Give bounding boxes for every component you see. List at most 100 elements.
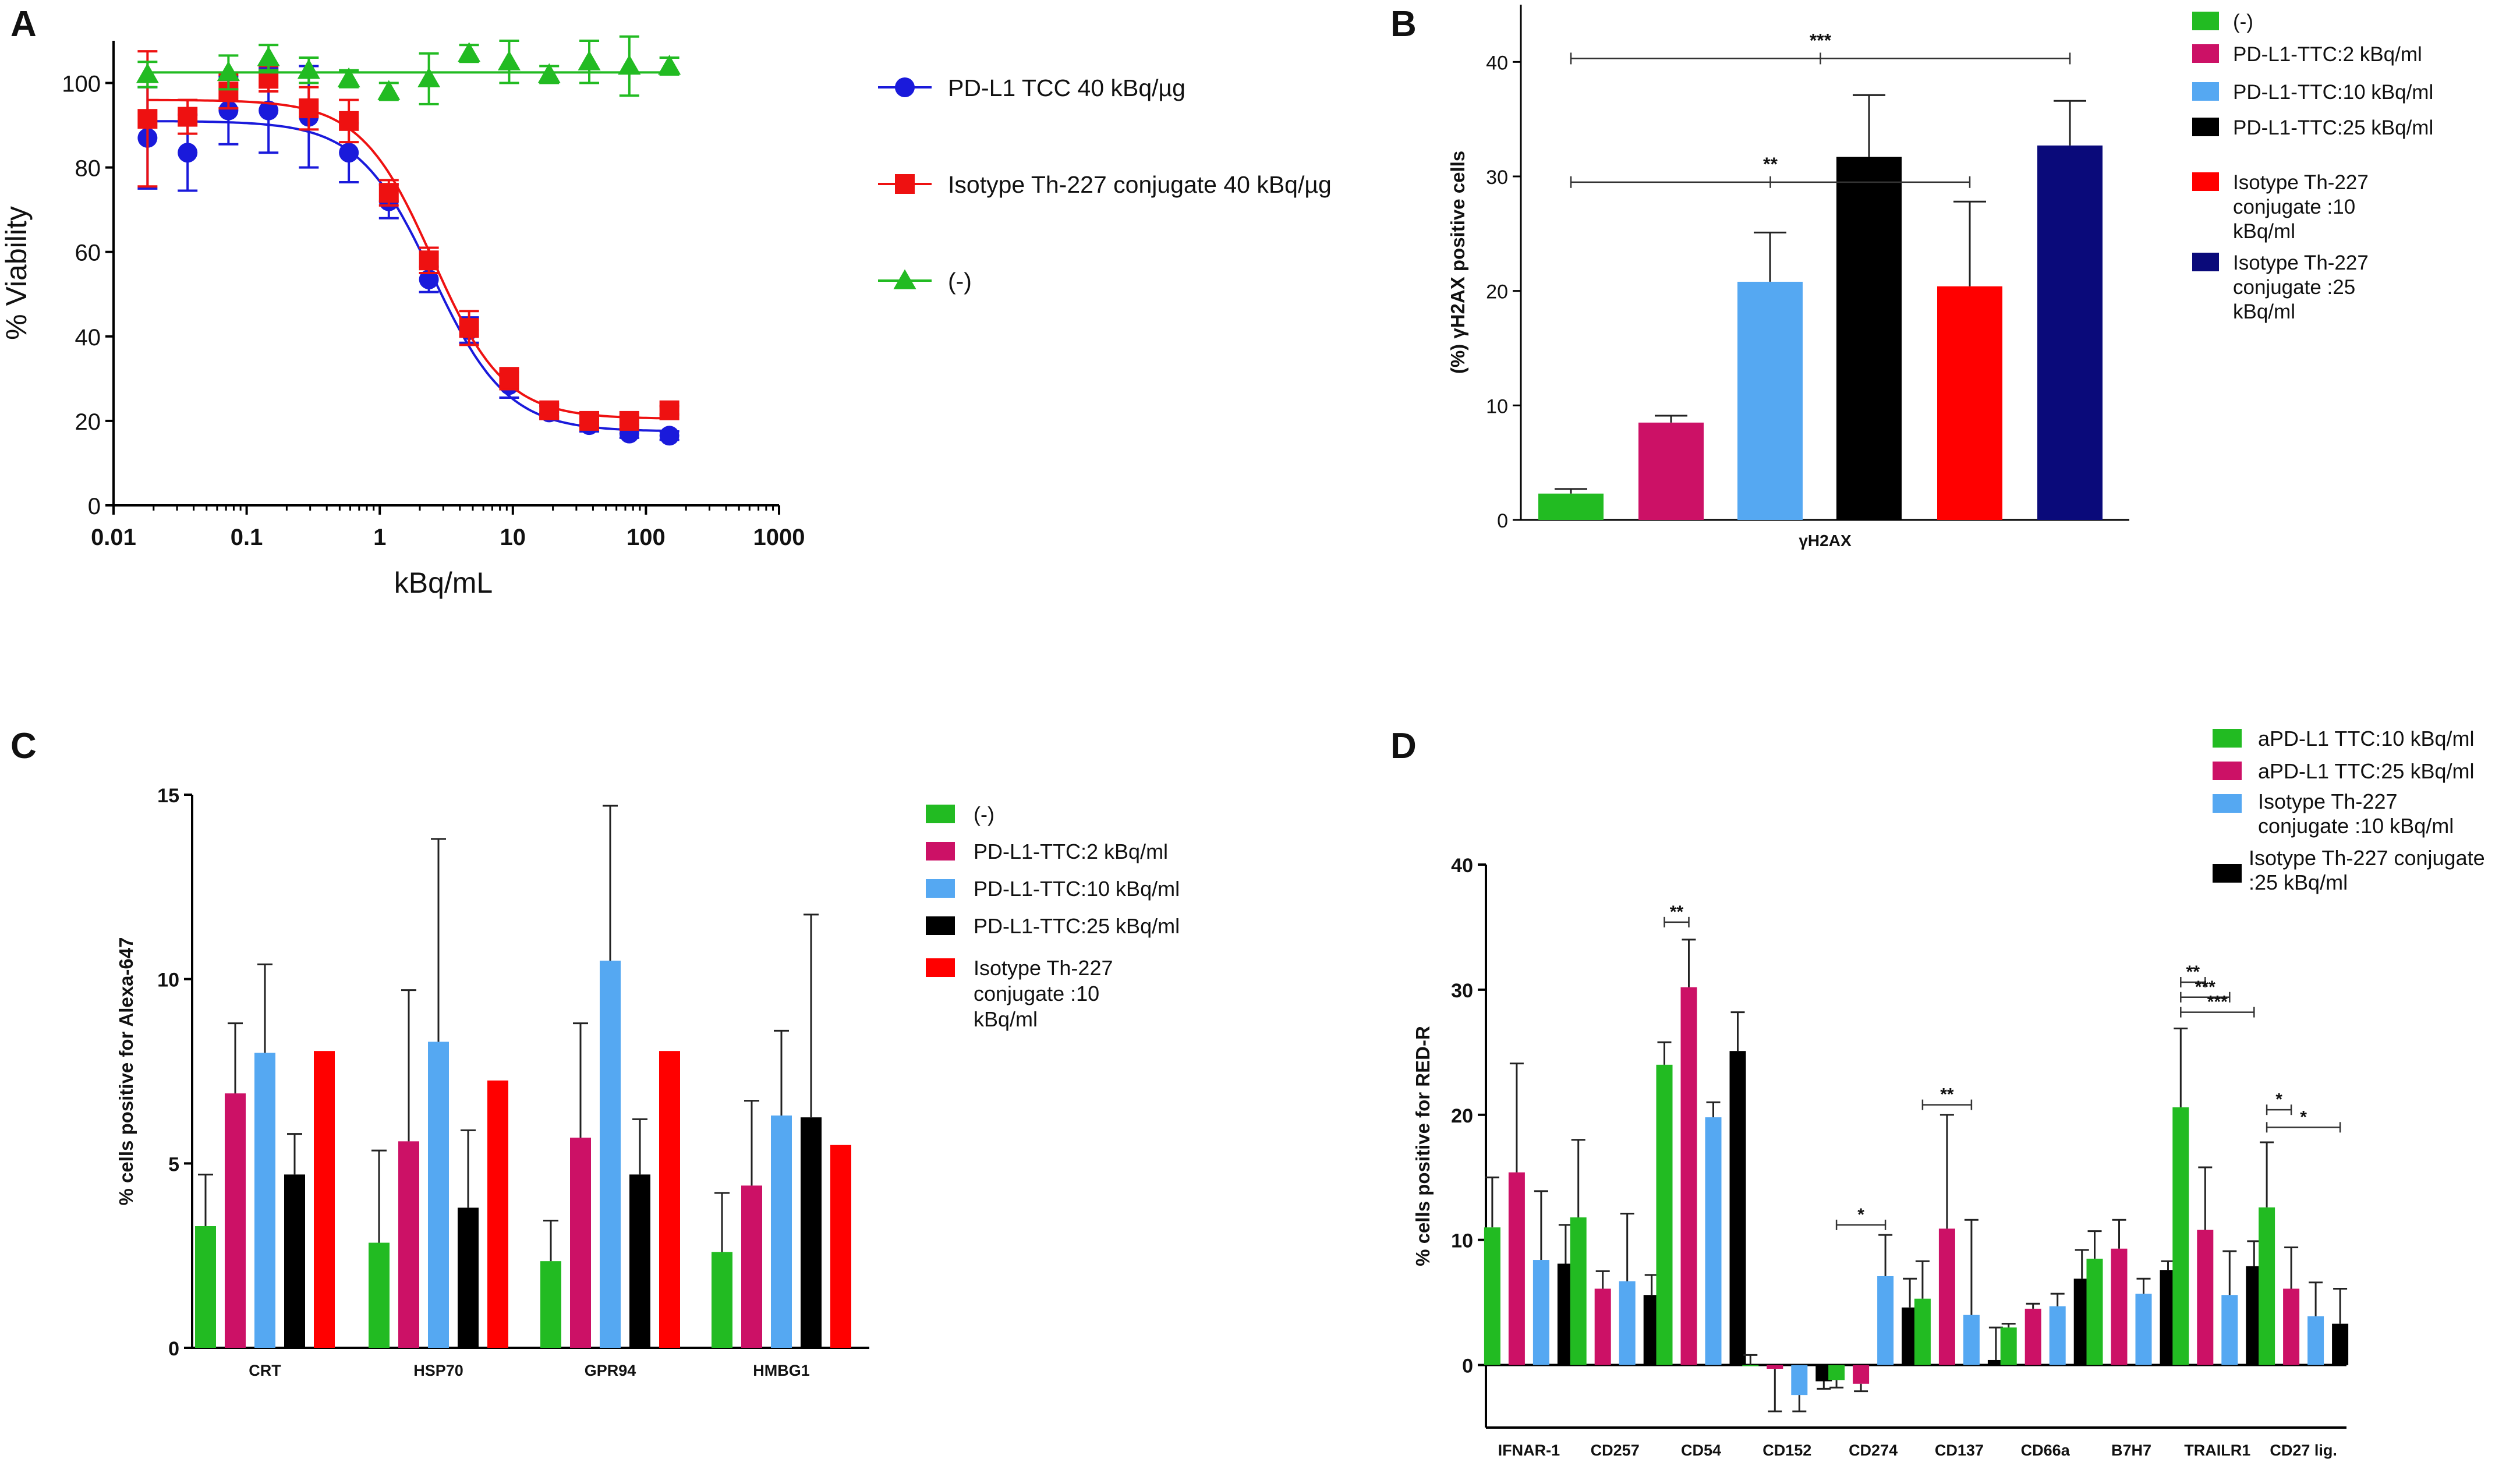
bar-d xyxy=(2332,1323,2349,1365)
bar-d xyxy=(1619,1281,1636,1365)
legend-label-d: aPD-L1 TTC:25 kBq/ml xyxy=(2258,759,2474,783)
legend-marker-a xyxy=(895,77,915,97)
y-tick-label-a: 80 xyxy=(75,156,101,182)
bar-c xyxy=(284,1174,305,1348)
bar-d xyxy=(2197,1230,2214,1365)
legend-label-d: Isotype Th-227 xyxy=(2258,789,2397,813)
data-point-a xyxy=(417,67,441,87)
bar-c xyxy=(712,1252,732,1348)
bar-c xyxy=(629,1174,650,1348)
x-tick-label-d: CD257 xyxy=(1591,1442,1640,1459)
bar-d xyxy=(2283,1288,2300,1365)
bar-d xyxy=(2025,1308,2041,1365)
data-point-a xyxy=(217,61,240,82)
x-tick-label-c: CRT xyxy=(249,1362,281,1379)
y-tick-label-c: 10 xyxy=(157,969,179,992)
legend-label-c: conjugate :10 xyxy=(974,982,1099,1005)
x-tick-label-a: 10 xyxy=(500,525,526,550)
legend-swatch-c xyxy=(926,958,955,977)
legend-swatch-b xyxy=(2192,44,2219,63)
bar-d xyxy=(1484,1227,1500,1365)
bar-d xyxy=(1938,1228,1955,1365)
data-point-a xyxy=(618,54,641,75)
legend-swatch-c xyxy=(926,879,955,898)
bar-c xyxy=(458,1207,479,1348)
bar-c xyxy=(830,1145,851,1348)
legend-swatch-b xyxy=(2192,118,2219,136)
x-tick-label-c: GPR94 xyxy=(585,1362,636,1379)
x-tick-label-d: TRAILR1 xyxy=(2184,1442,2250,1459)
legend-label-b: Isotype Th-227 xyxy=(2233,171,2369,194)
bar-d xyxy=(1767,1365,1783,1369)
legend-label-b: Isotype Th-227 xyxy=(2233,252,2369,274)
data-point-a xyxy=(659,426,679,446)
significance-label-d: * xyxy=(2300,1107,2307,1127)
legend-swatch-d xyxy=(2213,864,2242,883)
bar-b xyxy=(2037,145,2103,520)
data-point-a xyxy=(658,54,681,75)
data-point-a xyxy=(339,111,359,131)
legend-label-b: (-) xyxy=(2233,10,2253,33)
bar-d xyxy=(2172,1107,2189,1365)
x-tick-label-c: HMBG1 xyxy=(753,1362,810,1379)
bar-d xyxy=(1963,1315,1980,1365)
legend-label-a: PD-L1 TCC 40 kBq/µg xyxy=(948,75,1185,101)
bar-c xyxy=(428,1042,449,1348)
y-tick-label-b: 20 xyxy=(1486,281,1508,303)
legend-swatch-b xyxy=(2192,82,2219,101)
bar-d xyxy=(1656,1064,1673,1365)
bar-d xyxy=(1729,1051,1746,1365)
legend-marker-a xyxy=(895,174,915,194)
legend-label-a: Isotype Th-227 conjugate 40 kBq/µg xyxy=(948,171,1332,198)
data-point-a xyxy=(619,410,639,431)
fit-curve-0 xyxy=(147,120,670,433)
bar-d xyxy=(1828,1365,1845,1380)
bar-d xyxy=(1853,1365,1870,1384)
x-tick-label-a: 0.01 xyxy=(91,525,136,550)
panel-b: B 0 10 20 30 40 (%) γH2AX positive cells γH2AX (… xyxy=(1390,4,2433,550)
bar-d xyxy=(2259,1207,2275,1365)
y-tick-label-c: 0 xyxy=(168,1338,179,1360)
bar-d xyxy=(1742,1365,1759,1366)
bar-b xyxy=(1538,493,1604,520)
x-tick-label-d: CD66a xyxy=(2021,1442,2070,1459)
bar-c xyxy=(570,1138,591,1348)
bar-c xyxy=(195,1226,216,1348)
significance-label-d: * xyxy=(1857,1205,1864,1224)
legend-label-b: PD-L1-TTC:2 kBq/ml xyxy=(2233,43,2422,66)
data-point-a xyxy=(378,183,399,203)
y-tick-label-d: 30 xyxy=(1451,980,1473,1002)
bar-c xyxy=(801,1117,822,1348)
bar-d xyxy=(2049,1306,2066,1365)
data-point-a xyxy=(337,67,360,87)
legend-label-b: conjugate :10 xyxy=(2233,196,2355,218)
y-tick-label-c: 15 xyxy=(157,785,179,807)
bar-b xyxy=(1937,286,2002,520)
y-axis-label-b: (%) γH2AX positive cells xyxy=(1447,151,1468,374)
y-tick-label-c: 5 xyxy=(168,1153,179,1175)
legend-label-c: PD-L1-TTC:2 kBq/ml xyxy=(974,840,1168,863)
bar-c xyxy=(398,1141,419,1348)
data-point-a xyxy=(459,318,479,338)
x-tick-label-a: 1 xyxy=(373,525,386,550)
y-tick-label-d: 20 xyxy=(1451,1105,1473,1127)
bar-c xyxy=(314,1051,335,1348)
significance-label-d: * xyxy=(2275,1090,2282,1109)
data-point-a xyxy=(537,63,561,83)
bar-d xyxy=(1877,1276,1894,1365)
legend-swatch-c xyxy=(926,916,955,935)
legend-label-c: PD-L1-TTC:25 kBq/ml xyxy=(974,914,1180,938)
panel-label-c: C xyxy=(10,726,37,766)
bar-c xyxy=(659,1051,680,1348)
legend-label-b: conjugate :25 xyxy=(2233,276,2355,299)
panel-a: A 0 20 40 60 80 100 0.01 0.1 1 10 100 1000 kBq/mL % Vi… xyxy=(0,4,1332,599)
legend-swatch-c xyxy=(926,842,955,861)
bar-d xyxy=(2221,1295,2238,1365)
y-axis-label-d: % cells positive for RED-R xyxy=(1412,1026,1434,1266)
data-point-a xyxy=(299,98,319,119)
data-point-a xyxy=(659,400,679,420)
data-point-a xyxy=(578,50,601,70)
data-point-a xyxy=(339,143,359,163)
data-point-a xyxy=(257,46,280,66)
y-tick-label-b: 30 xyxy=(1486,167,1508,189)
